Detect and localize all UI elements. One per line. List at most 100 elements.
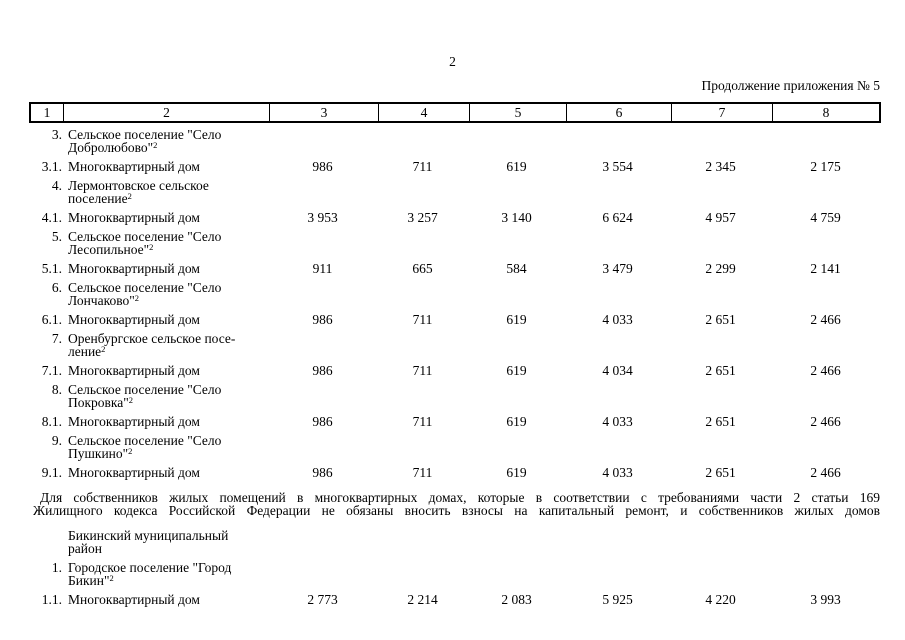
row-number: 3.1. [41,159,62,174]
row-number: 9.1. [41,465,62,480]
value-col-5: 619 [506,414,527,429]
table-row: 7.1. Многоквартирный дом 986 711 619 4 034 2 6… [30,363,905,378]
table-row: 9. Сельское поселение "Село Пушкино"2 [30,433,905,461]
value-col-3: 911 [312,261,333,276]
value-col-3: 986 [312,465,333,480]
row-number: 4.1. [41,210,62,225]
value-col-5: 619 [506,159,527,174]
footnote-marker: 2 [128,395,134,405]
row-number: 8. [51,382,62,397]
value-col-6: 6 624 [602,210,633,225]
row-name: Многоквартирный дом [68,465,200,480]
column-header-8: 8 [772,104,879,121]
value-col-3: 986 [312,159,333,174]
value-col-8: 3 993 [810,592,841,607]
column-header-1: 1 [43,105,51,120]
row-name: Лермонтовское сельское поселение2 [68,178,209,206]
value-col-7: 2 651 [705,312,736,327]
table-row: 8. Сельское поселение "Село Покровка"2 [30,382,905,410]
row-name: Многоквартирный дом [68,210,200,225]
value-col-5: 619 [506,465,527,480]
value-col-8: 2 466 [810,414,841,429]
row-number: 6. [51,280,62,295]
footnote-marker: 2 [149,242,154,252]
column-header-6: 6 [566,104,671,121]
value-col-3: 986 [312,414,333,429]
row-number: 9. [51,433,62,448]
row-number: 3. [51,127,62,142]
footnote-marker: 2 [128,446,133,456]
table-row: 8.1. Многоквартирный дом 986 711 619 4 033 2 6… [30,414,905,429]
table-row: 3.1. Многоквартирный дом 986 711 619 3 554 2 3… [30,159,905,174]
value-col-6: 4 033 [602,312,633,327]
continuation-note: Продолжение приложения № 5 [701,78,880,93]
row-number: 7. [51,331,62,346]
value-col-7: 2 299 [705,261,736,276]
row-number [30,529,62,555]
value-col-4: 711 [412,465,433,480]
row-number: 5. [51,229,62,244]
value-col-4: 711 [412,414,433,429]
table-row: 5. Сельское поселение "Село Лесопильное"2 [30,229,905,257]
page-number: 2 [449,54,456,69]
column-header-5: 5 [469,104,566,121]
table-row: 1.1. Многоквартирный дом 2 773 2 214 2 083 5 … [30,592,905,607]
value-col-4: 3 257 [407,210,438,225]
value-col-7: 2 651 [705,363,736,378]
column-header-7: 7 [671,104,772,121]
district-row: Бикинский муниципальный район [30,528,905,556]
row-name: Многоквартирный дом [68,159,200,174]
value-col-5: 3 140 [501,210,532,225]
row-number: 5.1. [41,261,62,276]
value-col-6: 5 925 [602,592,633,607]
row-number: 8.1. [41,414,62,429]
table-row: 9.1. Многоквартирный дом 986 711 619 4 033 2 6… [30,465,905,480]
table-row: 6.1. Многоквартирный дом 986 711 619 4 033 2 6… [30,312,905,327]
row-name: Сельское поселение "Село Добролюбово"2 [68,127,222,155]
row-name: Многоквартирный дом [68,363,200,378]
footnote-marker: 2 [153,140,158,150]
row-number: 1.1. [41,592,62,607]
value-col-3: 2 773 [307,592,338,607]
row-number: 7.1. [41,363,62,378]
value-col-8: 4 759 [810,210,841,225]
value-col-3: 986 [312,363,333,378]
table-row: 4. Лермонтовское сельское поселение2 [30,178,905,206]
value-col-8: 2 466 [810,312,841,327]
value-col-4: 711 [412,363,433,378]
row-name: Многоквартирный дом [68,261,200,276]
value-col-5: 2 083 [501,592,532,607]
row-name: Многоквартирный дом [68,414,200,429]
value-col-6: 4 034 [602,363,633,378]
column-header-2: 2 [63,104,269,121]
value-col-7: 2 651 [705,465,736,480]
value-col-5: 619 [506,312,527,327]
row-name: Бикинский муниципальный район [68,528,229,556]
value-col-8: 2 141 [810,261,841,276]
table-body: 3. Сельское поселение "Село Добролюбово"2 3… [0,122,905,607]
value-col-6: 3 479 [602,261,633,276]
value-col-4: 2 214 [407,592,438,607]
table-row: 1. Городское поселение "Город Бикин"2 [30,560,905,588]
row-number: 6.1. [41,312,62,327]
value-col-4: 711 [412,159,433,174]
row-name: Сельское поселение "Село Пушкино"2 [68,433,222,461]
table-row: 6. Сельское поселение "Село Лончаково"2 [30,280,905,308]
value-col-6: 4 033 [602,465,633,480]
row-number: 1. [51,560,62,575]
value-col-8: 2 175 [810,159,841,174]
value-col-8: 2 466 [810,465,841,480]
row-name: Городское поселение "Город Бикин"2 [68,560,232,588]
value-col-3: 3 953 [307,210,338,225]
note-paragraph: Для собственников жилых помещений в мног… [33,491,880,518]
column-header-3: 3 [269,104,378,121]
table-row: 7. Оренбургское сельское посе-ление2 [30,331,905,359]
value-col-7: 4 957 [705,210,736,225]
value-col-7: 4 220 [705,592,736,607]
row-name: Сельское поселение "Село Лесопильное"2 [68,229,222,257]
value-col-5: 584 [506,261,527,276]
footnote-marker: 2 [101,344,106,354]
row-name: Сельское поселение "Село Покровка"2 [68,382,222,410]
footnote-marker: 2 [134,293,139,303]
